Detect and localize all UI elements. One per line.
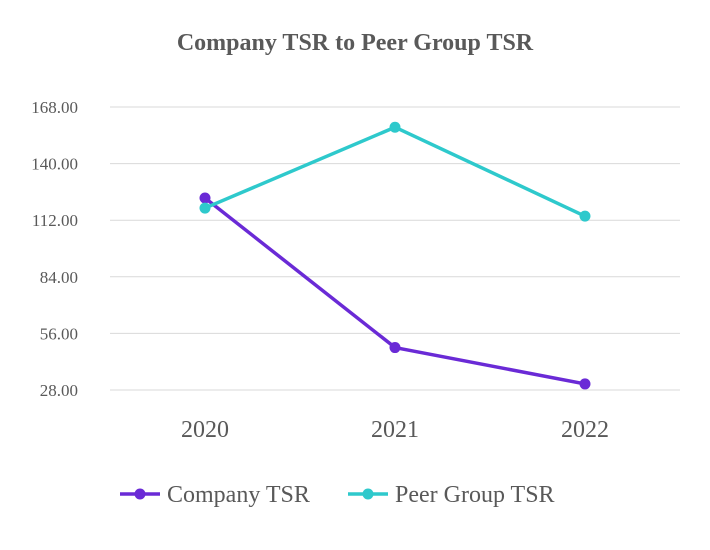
legend-label: Company TSR xyxy=(167,482,310,508)
data-point xyxy=(389,342,401,354)
legend-marker xyxy=(362,488,374,500)
data-point xyxy=(199,202,211,214)
legend-item: Peer Group TSR xyxy=(348,482,555,508)
series-line xyxy=(204,125,586,218)
data-point xyxy=(389,121,401,133)
y-tick-label: 168.00 xyxy=(31,98,78,117)
data-point xyxy=(579,210,591,222)
x-axis-ticks: 2020 2021 2022 xyxy=(181,417,609,443)
y-tick-label: 28.00 xyxy=(40,381,78,400)
series-1 xyxy=(199,192,591,390)
series-line xyxy=(203,196,586,386)
y-tick-label: 84.00 xyxy=(40,268,78,287)
y-axis-ticks: 28.00 56.00 84.00 112.00 140.00 168.00 xyxy=(31,98,78,400)
series-2 xyxy=(199,121,591,222)
x-tick-label: 2021 xyxy=(371,417,419,443)
y-tick-label: 140.00 xyxy=(31,155,78,174)
series-lines xyxy=(199,121,591,390)
legend: Company TSR Peer Group TSR xyxy=(120,482,555,508)
chart-title: Company TSR to Peer Group TSR xyxy=(177,30,534,56)
y-tick-label: 56.00 xyxy=(40,324,78,343)
x-tick-label: 2020 xyxy=(181,417,229,443)
data-point xyxy=(579,378,591,390)
legend-item: Company TSR xyxy=(120,482,310,508)
x-tick-label: 2022 xyxy=(561,417,609,443)
gridlines xyxy=(110,106,680,391)
data-point xyxy=(199,192,211,204)
legend-marker xyxy=(134,488,146,500)
y-tick-label: 112.00 xyxy=(32,211,78,230)
legend-label: Peer Group TSR xyxy=(395,482,555,508)
